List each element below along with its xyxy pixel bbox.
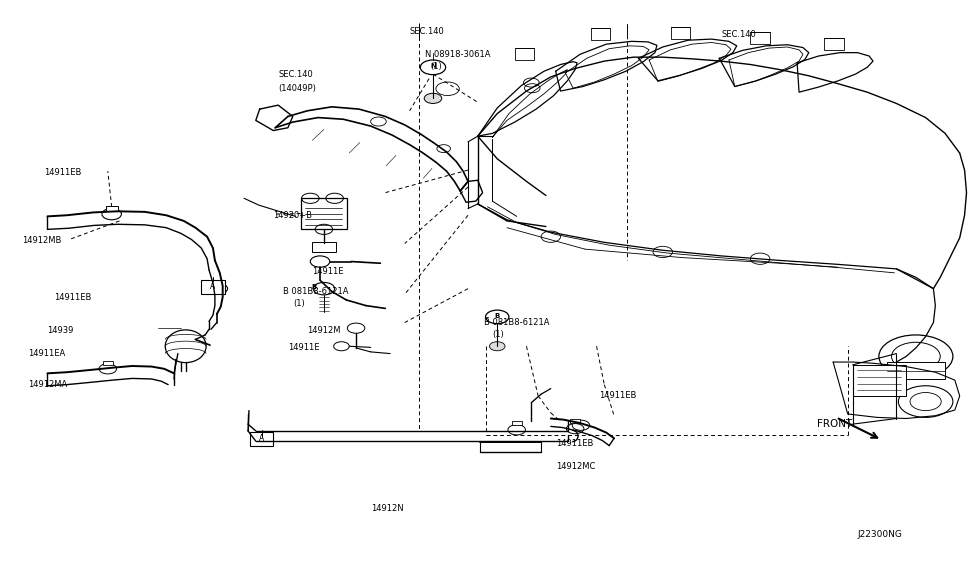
Ellipse shape: [165, 330, 206, 363]
Circle shape: [424, 93, 442, 104]
Bar: [250, 432, 273, 445]
Text: 14911EB: 14911EB: [55, 293, 92, 302]
Text: N 08918-3061A: N 08918-3061A: [425, 50, 490, 59]
Text: 14912N: 14912N: [370, 504, 404, 513]
Bar: [201, 280, 224, 294]
Text: SEC.140: SEC.140: [722, 30, 756, 39]
Text: N: N: [430, 63, 436, 69]
Text: (1): (1): [430, 62, 442, 71]
Bar: [515, 48, 534, 60]
Text: 14911EB: 14911EB: [556, 439, 593, 448]
Text: A: A: [211, 282, 215, 291]
Text: 14911EB: 14911EB: [45, 169, 82, 177]
Text: SEC.140: SEC.140: [278, 70, 313, 79]
Text: A: A: [259, 434, 264, 443]
Text: 14939: 14939: [48, 327, 74, 336]
Text: 14920+B: 14920+B: [273, 211, 312, 220]
Text: SEC.140: SEC.140: [410, 27, 445, 36]
Text: FRONT: FRONT: [817, 419, 852, 429]
Text: 14911E: 14911E: [288, 344, 320, 353]
Text: (14049P): (14049P): [278, 84, 316, 93]
Text: (1): (1): [292, 299, 304, 308]
Text: 14912MA: 14912MA: [28, 380, 67, 389]
Bar: [512, 421, 522, 425]
Circle shape: [489, 342, 505, 351]
Text: B: B: [312, 284, 317, 290]
Bar: [852, 365, 906, 396]
Bar: [212, 289, 223, 294]
Bar: [300, 198, 347, 229]
Text: 14912MB: 14912MB: [22, 236, 61, 245]
Text: B: B: [494, 313, 500, 319]
Text: 14911EA: 14911EA: [28, 349, 65, 358]
Text: 14912MC: 14912MC: [556, 462, 595, 471]
Text: 14911EB: 14911EB: [600, 392, 637, 400]
Bar: [751, 32, 770, 44]
Text: B 081B8-6121A: B 081B8-6121A: [484, 318, 549, 327]
Bar: [886, 362, 945, 379]
Text: J22300NG: J22300NG: [857, 530, 902, 539]
Text: 14911E: 14911E: [312, 267, 344, 276]
Text: (1): (1): [492, 331, 504, 340]
Bar: [591, 28, 610, 40]
Bar: [671, 27, 690, 39]
Text: B 081B8-6121A: B 081B8-6121A: [283, 287, 348, 296]
Bar: [106, 205, 118, 211]
Bar: [570, 418, 580, 423]
Bar: [312, 242, 335, 252]
Bar: [825, 38, 843, 50]
Text: 14912M: 14912M: [307, 327, 341, 336]
Bar: [103, 361, 113, 366]
